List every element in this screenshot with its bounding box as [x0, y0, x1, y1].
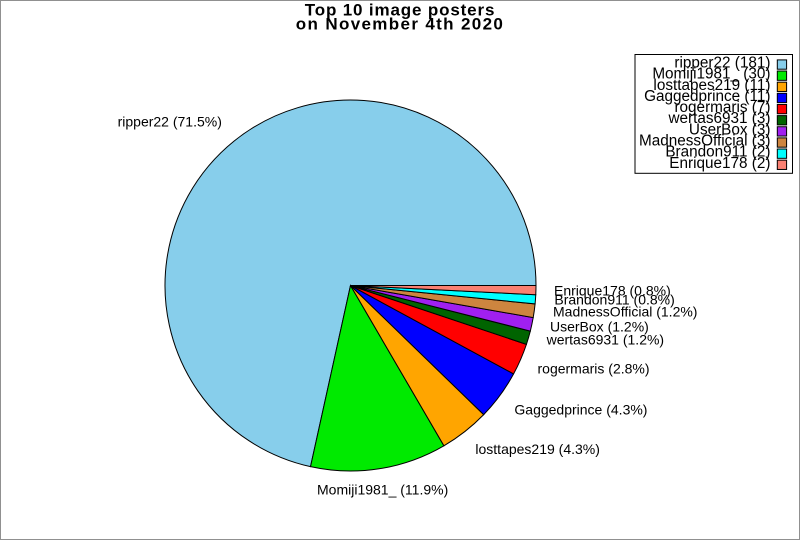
svg-text:Brandon911 (2): Brandon911 (2) [665, 144, 770, 161]
svg-text:wertas6931 (1.2%): wertas6931 (1.2%) [546, 332, 665, 348]
svg-text:Gaggedprince (11): Gaggedprince (11) [644, 88, 770, 105]
svg-text:MadnessOfficial (3): MadnessOfficial (3) [639, 132, 771, 149]
svg-text:Enrique178 (0.8%): Enrique178 (0.8%) [554, 283, 671, 299]
svg-text:wertas6931 (3): wertas6931 (3) [667, 110, 770, 127]
svg-text:MadnessOfficial (1.2%): MadnessOfficial (1.2%) [553, 304, 697, 320]
svg-text:losttapes219 (11): losttapes219 (11) [653, 77, 770, 94]
svg-text:Momiji1981_ (30): Momiji1981_ (30) [652, 66, 770, 83]
svg-text:Gaggedprince (4.3%): Gaggedprince (4.3%) [514, 401, 647, 417]
svg-text:ripper22 (181): ripper22 (181) [674, 55, 770, 72]
svg-text:Brandon911 (0.8%): Brandon911 (0.8%) [554, 292, 674, 308]
svg-text:ripper22 (71.5%): ripper22 (71.5%) [118, 114, 222, 130]
svg-text:Enrique178 (2): Enrique178 (2) [669, 155, 770, 172]
svg-text:UserBox (3): UserBox (3) [689, 121, 771, 138]
svg-text:UserBox (1.2%): UserBox (1.2%) [550, 319, 649, 335]
svg-text:Momiji1981_ (11.9%): Momiji1981_ (11.9%) [317, 482, 448, 498]
svg-text:on November 4th 2020: on November 4th 2020 [296, 14, 504, 33]
svg-text:Top 10 image posters: Top 10 image posters [305, 1, 496, 20]
svg-text:rogermaris (2.8%): rogermaris (2.8%) [538, 361, 650, 377]
svg-text:rogermaris (7): rogermaris (7) [674, 99, 770, 116]
svg-text:losttapes219 (4.3%): losttapes219 (4.3%) [475, 441, 600, 457]
